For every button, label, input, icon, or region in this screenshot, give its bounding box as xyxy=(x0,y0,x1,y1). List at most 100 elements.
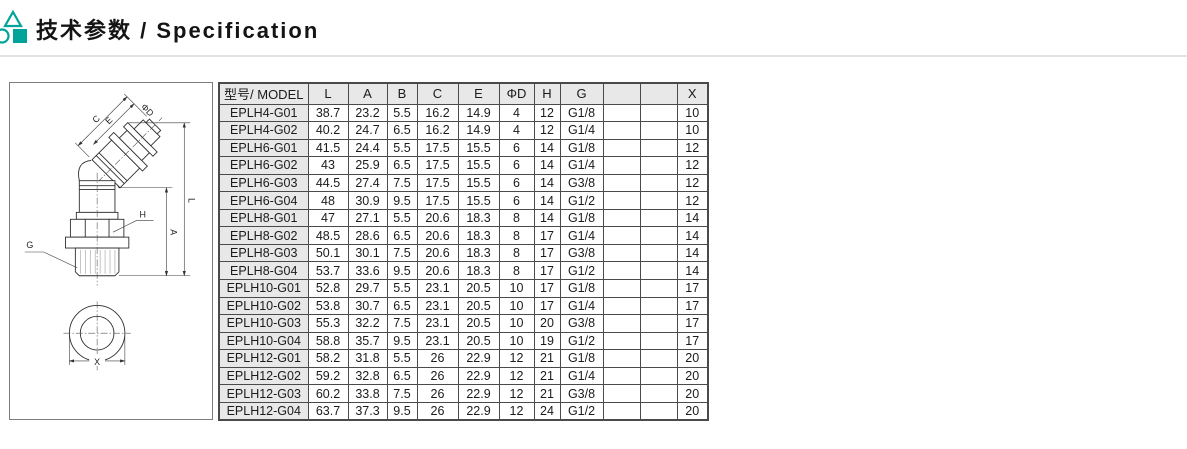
value-cell: 14 xyxy=(533,156,561,175)
value-cell: 33.8 xyxy=(347,384,388,403)
value-cell: G1/4 xyxy=(559,226,604,245)
value-cell: 12 xyxy=(676,191,709,210)
value-cell: 19 xyxy=(533,331,561,351)
value-cell: 22.9 xyxy=(457,401,500,421)
value-cell: 60.2 xyxy=(307,384,349,403)
value-cell: 16.2 xyxy=(416,121,459,140)
table-row: EPLH12-G01 58.2 31.8 5.5 26 22.9 12 21 G1/8 20 xyxy=(218,349,709,368)
header-row: 型号/ MODEL L A B C E ΦD H G X xyxy=(218,82,709,105)
value-cell: 7.5 xyxy=(386,243,418,263)
page-title: 技术参数 / Specification xyxy=(36,18,320,43)
column-header-4: C xyxy=(416,82,459,105)
table-row: EPLH6-G02 43 25.9 6.5 17.5 15.5 6 14 G1/4 12 xyxy=(218,156,709,175)
value-cell: 14 xyxy=(533,208,561,228)
value-cell: G1/4 xyxy=(559,156,604,175)
value-cell xyxy=(639,296,678,316)
column-header-0: 型号/ MODEL xyxy=(218,82,309,105)
value-cell: 6.5 xyxy=(386,296,418,316)
dim-label-g: G xyxy=(26,240,33,250)
value-cell xyxy=(639,331,678,351)
value-cell: G1/8 xyxy=(559,103,604,123)
model-cell: EPLH6-G02 xyxy=(218,156,309,175)
value-cell: 5.5 xyxy=(386,103,418,123)
value-cell: 58.2 xyxy=(307,349,349,368)
value-cell xyxy=(602,191,641,210)
value-cell: G3/8 xyxy=(559,314,604,333)
value-cell: 23.2 xyxy=(347,103,388,123)
value-cell: 20.5 xyxy=(457,296,500,316)
column-header-10 xyxy=(639,82,678,105)
value-cell: 17 xyxy=(533,243,561,263)
model-cell: EPLH12-G04 xyxy=(218,401,309,421)
dim-label-l: L xyxy=(186,198,196,203)
model-cell: EPLH6-G03 xyxy=(218,173,309,193)
value-cell: G1/2 xyxy=(559,261,604,280)
column-header-11: X xyxy=(676,82,709,105)
value-cell xyxy=(602,331,641,351)
value-cell: G1/8 xyxy=(559,138,604,158)
value-cell xyxy=(602,278,641,298)
model-cell: EPLH8-G02 xyxy=(218,226,309,245)
value-cell: 20 xyxy=(676,384,709,403)
model-cell: EPLH10-G01 xyxy=(218,278,309,298)
value-cell: 8 xyxy=(498,261,535,280)
value-cell: G3/8 xyxy=(559,243,604,263)
value-cell: 9.5 xyxy=(386,401,418,421)
value-cell: 5.5 xyxy=(386,208,418,228)
value-cell: 43 xyxy=(307,156,349,175)
value-cell: 15.5 xyxy=(457,191,500,210)
value-cell: 20.5 xyxy=(457,314,500,333)
table-row: EPLH10-G01 52.8 29.7 5.5 23.1 20.5 10 17 G1/8 17 xyxy=(218,278,709,298)
spec-table: 型号/ MODEL L A B C E ΦD H G X EPLH4-G01 38.7 23.2 5.5… xyxy=(218,82,709,421)
value-cell: 20 xyxy=(676,401,709,421)
value-cell xyxy=(639,156,678,175)
value-cell: 18.3 xyxy=(457,243,500,263)
dim-label-h: H xyxy=(139,209,145,219)
value-cell: 24.4 xyxy=(347,138,388,158)
value-cell: 50.1 xyxy=(307,243,349,263)
value-cell: 12 xyxy=(533,121,561,140)
table-row: EPLH12-G02 59.2 32.8 6.5 26 22.9 12 21 G1/4 20 xyxy=(218,366,709,386)
column-header-2: A xyxy=(347,82,388,105)
value-cell: 20.6 xyxy=(416,208,459,228)
column-header-7: H xyxy=(533,82,561,105)
value-cell xyxy=(639,121,678,140)
value-cell: 17 xyxy=(533,261,561,280)
value-cell xyxy=(602,121,641,140)
value-cell: 5.5 xyxy=(386,349,418,368)
value-cell xyxy=(602,156,641,175)
value-cell: 29.7 xyxy=(347,278,388,298)
value-cell: 14 xyxy=(533,173,561,193)
value-cell: 8 xyxy=(498,226,535,245)
value-cell: 6.5 xyxy=(386,121,418,140)
value-cell: 28.6 xyxy=(347,226,388,245)
value-cell: 17 xyxy=(676,331,709,351)
table-row: EPLH6-G04 48 30.9 9.5 17.5 15.5 6 14 G1/2 12 xyxy=(218,191,709,210)
dim-label-e: E xyxy=(103,115,114,126)
value-cell: 14.9 xyxy=(457,121,500,140)
value-cell: 23.1 xyxy=(416,331,459,351)
value-cell: 17.5 xyxy=(416,173,459,193)
value-cell: 9.5 xyxy=(386,191,418,210)
table-row: EPLH10-G02 53.8 30.7 6.5 23.1 20.5 10 17 G1/4 17 xyxy=(218,296,709,316)
fitting-bottom-view: X xyxy=(63,301,131,371)
value-cell xyxy=(639,138,678,158)
value-cell xyxy=(602,366,641,386)
table-row: EPLH4-G02 40.2 24.7 6.5 16.2 14.9 4 12 G1/4 10 xyxy=(218,121,709,140)
value-cell: 26 xyxy=(416,384,459,403)
value-cell: 48 xyxy=(307,191,349,210)
table-row: EPLH12-G03 60.2 33.8 7.5 26 22.9 12 21 G3/8 20 xyxy=(218,384,709,403)
value-cell: 30.1 xyxy=(347,243,388,263)
value-cell: 21 xyxy=(533,366,561,386)
value-cell: G1/8 xyxy=(559,278,604,298)
value-cell: 17 xyxy=(533,296,561,316)
value-cell xyxy=(639,226,678,245)
model-cell: EPLH4-G02 xyxy=(218,121,309,140)
value-cell: G1/2 xyxy=(559,191,604,210)
value-cell xyxy=(639,384,678,403)
value-cell: 23.1 xyxy=(416,314,459,333)
value-cell xyxy=(602,208,641,228)
value-cell: 31.8 xyxy=(347,349,388,368)
value-cell: G1/2 xyxy=(559,401,604,421)
value-cell: 12 xyxy=(498,349,535,368)
